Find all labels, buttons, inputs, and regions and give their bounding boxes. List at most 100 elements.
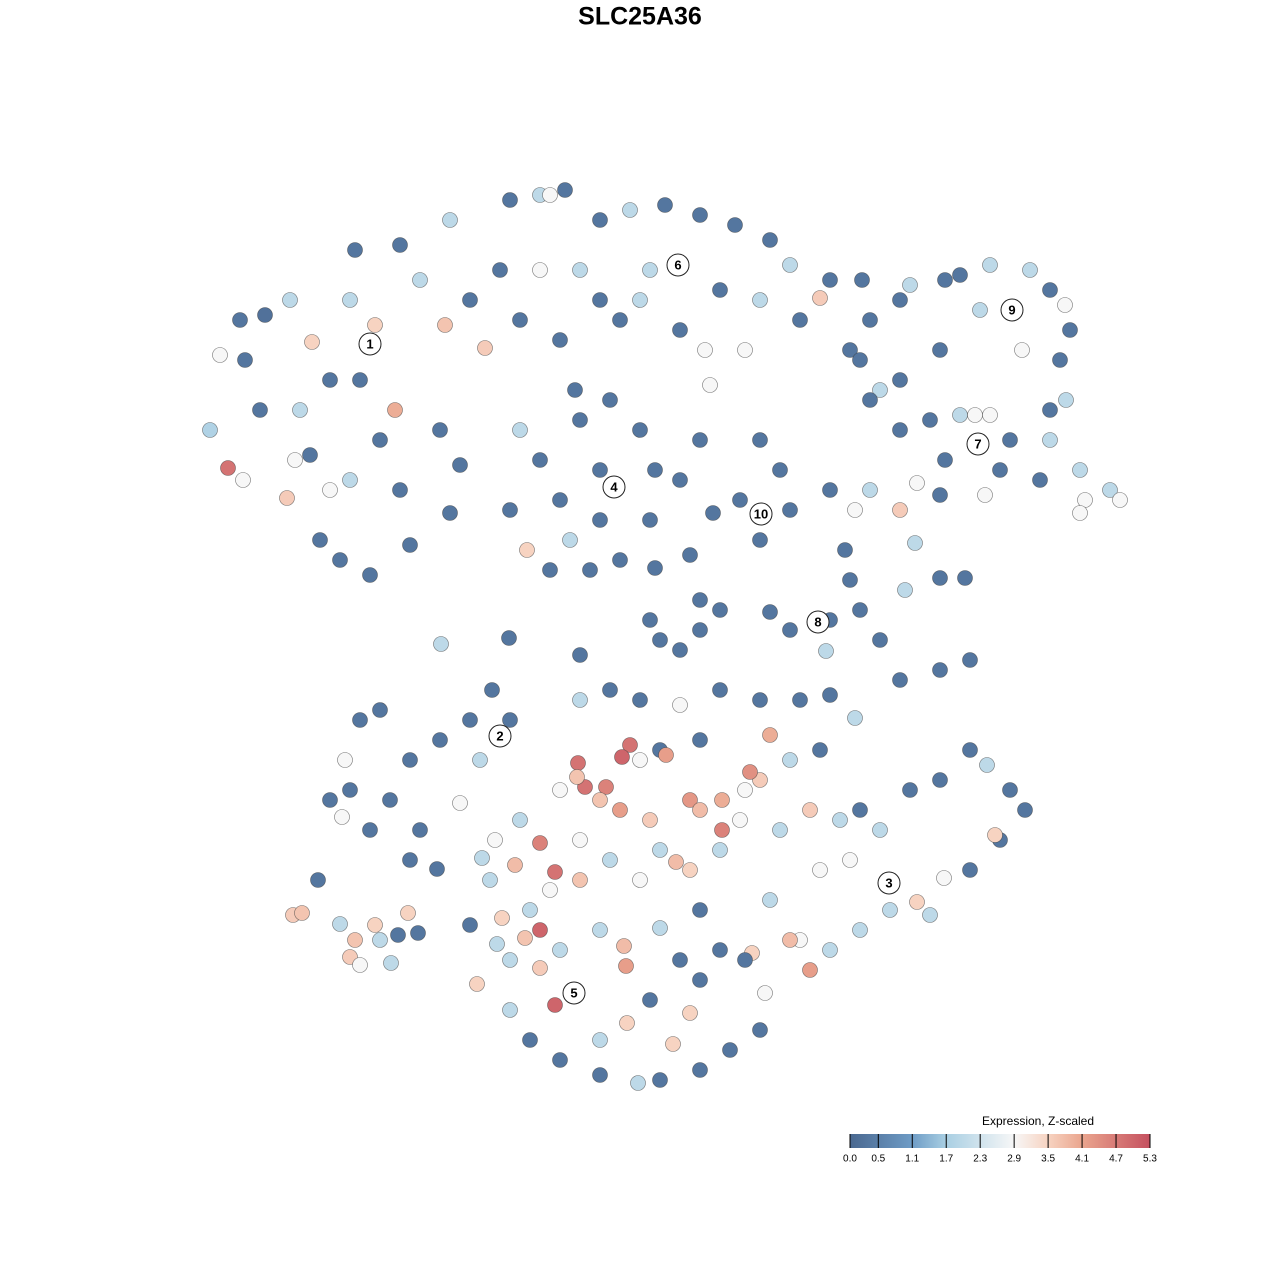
cluster-label: 10 <box>754 506 768 521</box>
cell-point <box>658 747 674 763</box>
cell-point <box>602 852 618 868</box>
cell-point <box>592 212 608 228</box>
cell-point <box>402 537 418 553</box>
cell-point <box>854 272 870 288</box>
cell-point <box>642 262 658 278</box>
cell-point <box>367 917 383 933</box>
cell-point <box>692 902 708 918</box>
cell-point <box>672 642 688 658</box>
cell-point <box>452 795 468 811</box>
cell-point <box>782 752 798 768</box>
cell-point <box>598 779 614 795</box>
cell-point <box>697 342 713 358</box>
cell-point <box>682 792 698 808</box>
cell-point <box>737 342 753 358</box>
colorbar-tick-label: 3.5 <box>1041 1154 1055 1165</box>
cell-point <box>847 502 863 518</box>
cell-point <box>507 857 523 873</box>
cell-point <box>616 938 632 954</box>
cell-point <box>1058 392 1074 408</box>
cell-point <box>572 872 588 888</box>
cell-point <box>872 382 888 398</box>
cell-point <box>737 952 753 968</box>
cell-point <box>714 822 730 838</box>
cell-point <box>665 1036 681 1052</box>
cell-point <box>757 985 773 1001</box>
cell-point <box>347 242 363 258</box>
cell-point <box>519 542 535 558</box>
cell-point <box>502 712 518 728</box>
cell-point <box>352 712 368 728</box>
cell-point <box>722 1042 738 1058</box>
cell-point <box>762 604 778 620</box>
cluster-label-bg <box>877 871 901 895</box>
cell-point <box>682 862 698 878</box>
cell-point <box>727 217 743 233</box>
cell-point <box>387 402 403 418</box>
cell-point <box>752 1022 768 1038</box>
cell-point <box>832 812 848 828</box>
cell-point <box>592 1067 608 1083</box>
cell-point <box>334 809 350 825</box>
colorbar-tick-label: 2.3 <box>973 1154 987 1165</box>
cell-point <box>936 870 952 886</box>
cell-point <box>692 802 708 818</box>
chart-title: SLC25A36 <box>578 3 702 31</box>
cluster-label-bg <box>358 332 382 356</box>
cell-point <box>752 292 768 308</box>
cell-point <box>557 182 573 198</box>
cell-point <box>390 927 406 943</box>
colorbar-tick-label: 0.5 <box>871 1154 885 1165</box>
cell-point <box>1042 432 1058 448</box>
cell-point <box>672 697 688 713</box>
cell-point <box>892 502 908 518</box>
cell-point <box>782 932 798 948</box>
cell-point <box>842 342 858 358</box>
cell-point <box>304 334 320 350</box>
cell-point <box>220 460 236 476</box>
cell-point <box>462 292 478 308</box>
cell-point <box>392 237 408 253</box>
cell-point <box>907 535 923 551</box>
cell-point <box>909 894 925 910</box>
cell-point <box>952 267 968 283</box>
cell-point <box>992 462 1008 478</box>
cell-point <box>932 662 948 678</box>
cell-point <box>592 292 608 308</box>
cell-point <box>552 1052 568 1068</box>
cell-point <box>512 422 528 438</box>
cell-point <box>614 749 630 765</box>
cell-point <box>532 262 548 278</box>
cell-point <box>957 570 973 586</box>
colorbar-tick-label: 2.9 <box>1007 1154 1021 1165</box>
cell-point <box>502 952 518 968</box>
cell-point <box>762 232 778 248</box>
cell-point <box>692 432 708 448</box>
cell-point <box>322 482 338 498</box>
cell-point <box>702 377 718 393</box>
cell-point <box>982 407 998 423</box>
cell-point <box>612 802 628 818</box>
cell-point <box>712 602 728 618</box>
cell-point <box>962 652 978 668</box>
cell-point <box>1072 505 1088 521</box>
cell-point <box>862 482 878 498</box>
cell-point <box>714 792 730 808</box>
cell-point <box>932 772 948 788</box>
cell-point <box>902 277 918 293</box>
cell-point <box>362 567 378 583</box>
cell-point <box>462 917 478 933</box>
cell-point <box>937 272 953 288</box>
cell-point <box>512 312 528 328</box>
cell-point <box>692 732 708 748</box>
cell-point <box>882 902 898 918</box>
cell-point <box>582 562 598 578</box>
cell-point <box>522 902 538 918</box>
cell-point <box>872 632 888 648</box>
cell-point <box>487 832 503 848</box>
cell-point <box>542 562 558 578</box>
cell-point <box>469 976 485 992</box>
cell-point <box>647 462 663 478</box>
cluster-label: 3 <box>885 875 892 890</box>
